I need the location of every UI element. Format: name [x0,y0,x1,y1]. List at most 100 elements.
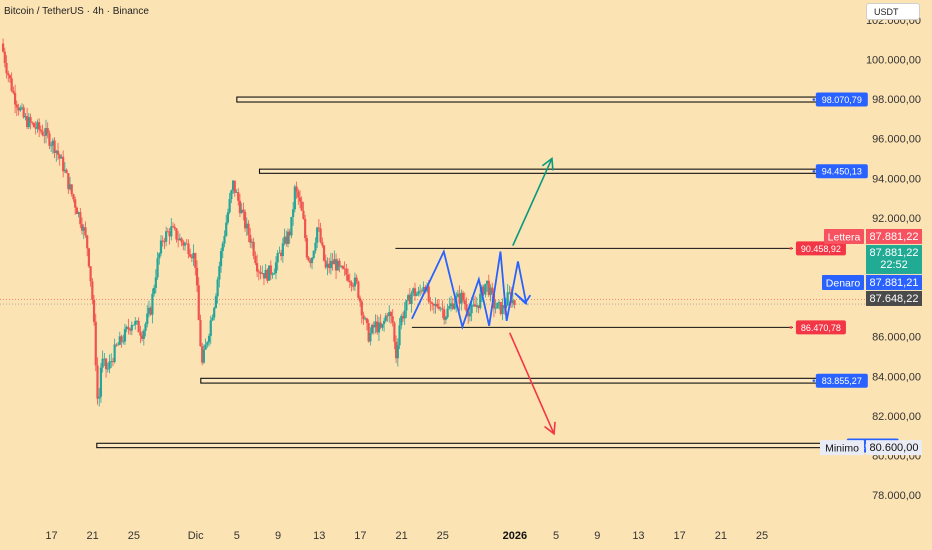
candle-body [400,316,403,326]
candle-body [362,315,365,320]
candle-body [127,326,130,330]
bid-tag-bg [822,274,864,290]
candle-body [340,266,343,267]
candle-body [350,282,353,286]
candle-body [24,116,27,118]
candle-body [262,273,266,279]
time-tick-label: 25 [755,530,769,542]
candle-body [65,169,68,174]
minimum-tag-bg [820,440,864,456]
candle-body [405,300,408,311]
minimum-price-badge-bg [866,440,922,456]
candle-body [168,231,171,237]
bearish-arrow-head [544,421,556,436]
time-tick-label: 21 [395,530,408,542]
candle-body [250,241,254,243]
candle-body [91,281,94,300]
candle-body [43,135,46,136]
zone-price-label-bg [815,373,868,388]
candle-body [485,280,489,284]
candle-body [103,358,106,360]
candle-body [17,107,20,111]
candle-body [473,304,477,307]
candle-body [146,313,149,324]
candle-body [104,358,108,370]
candle-body [322,245,326,261]
candle-body [257,271,260,273]
candle-body [370,324,374,333]
candle-body [508,292,511,294]
candle-body [309,260,312,264]
currency-selector[interactable]: USDT [866,3,920,20]
candle-body [115,344,118,346]
candle-body [29,117,32,123]
price-tick-label: 86.000,00 [872,332,921,344]
candle-body [346,274,350,281]
candle-body [142,330,145,339]
candle-body [130,325,133,331]
candle-body [302,210,305,219]
candle-body [408,295,411,305]
candle-body [383,320,386,324]
candle-body [63,169,66,172]
time-tick-label: 25 [127,530,140,542]
candle-body [341,266,345,269]
candle-body [427,286,430,302]
candle-body [298,197,302,202]
price-tick-label: 94.000,00 [872,173,921,185]
candle-body [113,344,116,363]
candle-body [384,315,387,321]
candle-body [94,321,97,366]
candle-body [221,243,224,252]
candle-body [60,156,63,159]
candle-body [177,239,180,241]
zone-anchor-dot [812,379,816,383]
candle-body [87,248,91,267]
candle-body [453,303,456,309]
candle-body [237,192,240,201]
candle-body [165,231,168,242]
support-resistance-zone [200,377,825,384]
candle-body [281,243,284,257]
candle-body [27,117,30,128]
bid-price-badge-bg [866,274,922,290]
price-tick-label: 92.000,00 [872,213,921,225]
candle-body [398,325,401,346]
level-price-label: 86.470,78 [801,323,841,333]
candle-body [448,306,451,309]
candle-body [108,361,111,369]
candle-body [300,201,303,211]
candle-body [120,336,123,342]
candle-body [51,140,54,146]
ask-price-badge-text: 87.881,22 [870,231,919,243]
candle-body [343,268,346,270]
candle-body [74,199,77,208]
candle-body [419,290,422,292]
last-price-badge-bg [866,244,922,274]
candle-body [161,240,164,242]
candle-body [324,260,327,268]
candle-body [209,320,212,336]
candle-body [487,280,490,296]
candle-body [80,224,84,231]
candle-body [420,290,423,292]
candle-body [479,293,482,309]
time-tick-label: 21 [714,530,727,542]
candle-body [53,140,56,153]
candle-body [278,252,281,254]
support-resistance-zone [258,168,825,174]
candle-body [247,223,250,235]
candle-body [266,269,269,281]
candle-body [434,303,437,306]
candle-body [139,332,142,336]
candle-body [456,293,460,297]
level-price-label-bg [795,241,846,256]
candle-body [230,190,233,200]
candle-body [475,305,478,307]
candle-body [249,234,252,243]
level-price-label: 90.458,92 [801,244,841,254]
candle-body [441,308,444,310]
candle-body [245,223,248,229]
candle-body [12,90,15,93]
